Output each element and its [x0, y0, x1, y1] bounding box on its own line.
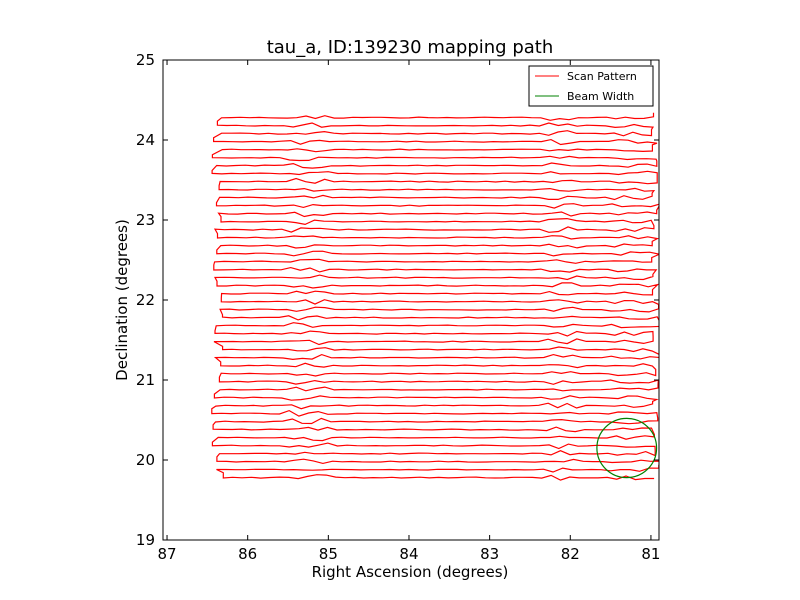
legend-box [528, 65, 654, 107]
legend-label-scan: Scan Pattern [567, 70, 637, 83]
x-axis: 87 86 85 84 83 82 81 [157, 60, 660, 563]
x-axis-label: Right Ascension (degrees) [312, 563, 509, 581]
y-tick-label: 19 [136, 531, 155, 549]
y-tick-label: 25 [136, 51, 155, 69]
legend-label-beam: Beam Width [567, 90, 634, 103]
x-tick-label: 82 [561, 545, 580, 563]
x-tick-label: 81 [641, 545, 660, 563]
x-tick-label: 86 [238, 545, 257, 563]
scan-pattern-line [211, 112, 659, 481]
x-tick-label: 85 [319, 545, 338, 563]
x-tick-label: 84 [399, 545, 418, 563]
beam-width-series [596, 417, 658, 479]
y-axis: 19 20 21 22 23 24 25 [136, 51, 659, 549]
x-tick-label: 83 [480, 545, 499, 563]
y-tick-label: 22 [136, 291, 155, 309]
y-tick-label: 23 [136, 211, 155, 229]
y-tick-label: 24 [136, 131, 155, 149]
scan-pattern-series [211, 112, 659, 481]
legend: Scan Pattern Beam Width [528, 65, 654, 107]
x-tick-label: 87 [157, 545, 176, 563]
y-tick-label: 20 [136, 451, 155, 469]
chart-title: tau_a, ID:139230 mapping path [267, 37, 554, 58]
y-axis-label: Declination (degrees) [113, 219, 131, 381]
beam-width-circle [596, 417, 658, 479]
y-tick-label: 21 [136, 371, 155, 389]
